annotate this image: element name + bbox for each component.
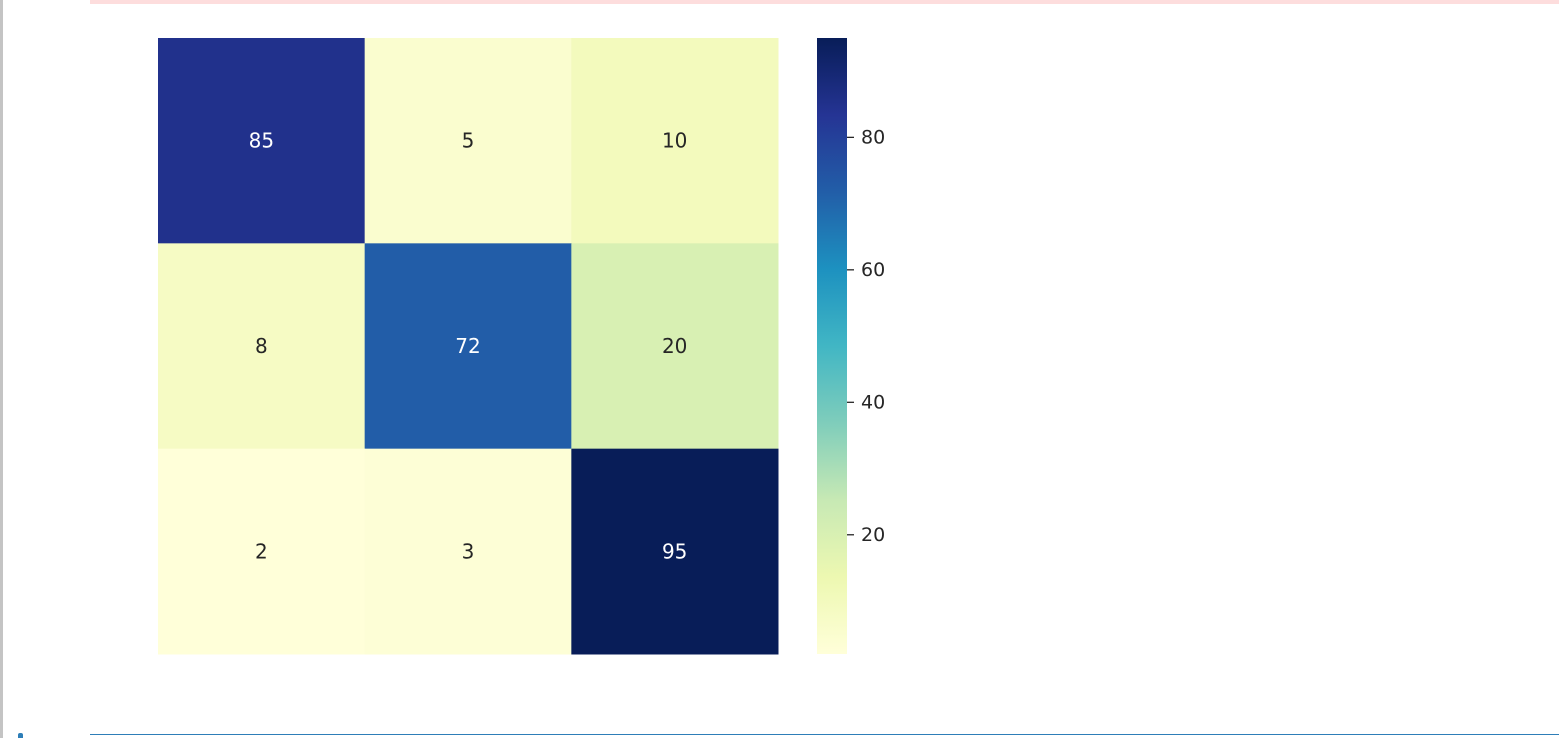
colorbar-ticks: 20 40 60 80 (847, 126, 885, 546)
heatmap-cell (364, 38, 572, 244)
cell-value-label: 95 (662, 539, 687, 563)
cell-value-label: 20 (662, 334, 687, 358)
cell-value-label: 2 (255, 539, 268, 563)
cell-gutter (0, 0, 3, 738)
next-cell-border (90, 734, 1559, 738)
cell-value-label: 72 (455, 334, 480, 358)
heatmap-cell (364, 243, 572, 450)
heatmap-cell (158, 243, 366, 450)
heatmap-cell (364, 448, 572, 655)
heatmap-cell (571, 448, 779, 655)
heatmap-annotations: 85 5 10 8 72 20 2 3 95 (249, 129, 688, 564)
heatmap-cell (158, 38, 366, 244)
colorbar-tick-label: 60 (861, 259, 885, 281)
cell-value-label: 3 (462, 539, 475, 563)
colorbar (817, 38, 847, 654)
colorbar-tick-label: 40 (861, 391, 885, 413)
stderr-output-strip (90, 0, 1559, 4)
colorbar-tick-label: 80 (861, 126, 885, 148)
cell-value-label: 85 (249, 129, 274, 153)
heatmap-cells (158, 38, 779, 655)
cell-value-label: 5 (462, 129, 475, 153)
heatmap-cell (571, 38, 779, 244)
cell-selection-marker (18, 733, 23, 738)
heatmap-cell (158, 448, 366, 655)
colorbar-tick-label: 20 (861, 524, 885, 546)
cell-value-label: 8 (255, 334, 268, 358)
heatmap-cell (571, 243, 779, 450)
cell-value-label: 10 (662, 129, 687, 153)
